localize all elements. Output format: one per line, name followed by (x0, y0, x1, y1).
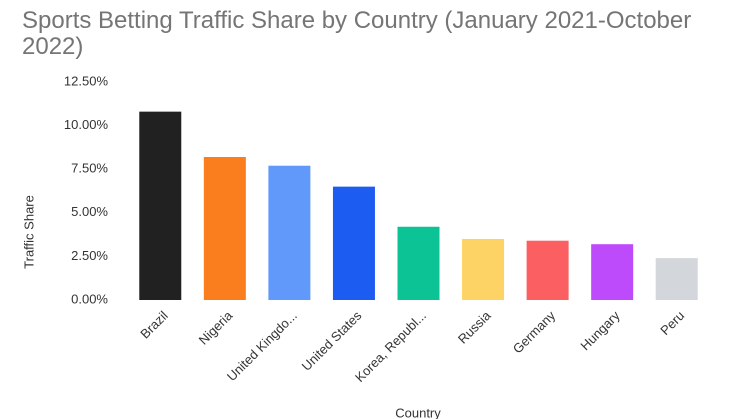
x-tick-label: Korea, Republ... (352, 308, 429, 385)
bar (139, 111, 182, 300)
x-tick-label: United Kingdo... (224, 308, 300, 384)
x-axis-label: Country (395, 405, 441, 419)
bar (203, 156, 246, 300)
bar (268, 165, 311, 300)
y-tick-label: 10.00% (64, 117, 109, 132)
x-tick-label: United States (299, 308, 365, 374)
y-tick-label: 2.50% (71, 248, 108, 263)
y-axis-label: Traffic Share (21, 195, 36, 269)
x-tick-label: Nigeria (196, 307, 236, 347)
y-tick-label: 5.00% (71, 204, 108, 219)
x-tick-label: Hungary (577, 308, 623, 354)
y-tick-label: 12.50% (64, 73, 109, 88)
x-tick-label: Germany (510, 308, 559, 357)
bar (332, 186, 375, 300)
x-tick-label: Brazil (137, 308, 171, 342)
bar (526, 240, 569, 300)
bar (591, 244, 634, 300)
bar (462, 238, 505, 300)
y-tick-label: 0.00% (71, 291, 108, 306)
x-tick-label: Peru (657, 308, 687, 338)
bar (397, 226, 440, 300)
x-tick-label: Russia (455, 307, 494, 346)
chart-title: Sports Betting Traffic Share by Country … (22, 7, 692, 60)
bar (655, 258, 698, 300)
y-tick-label: 7.50% (71, 161, 108, 176)
